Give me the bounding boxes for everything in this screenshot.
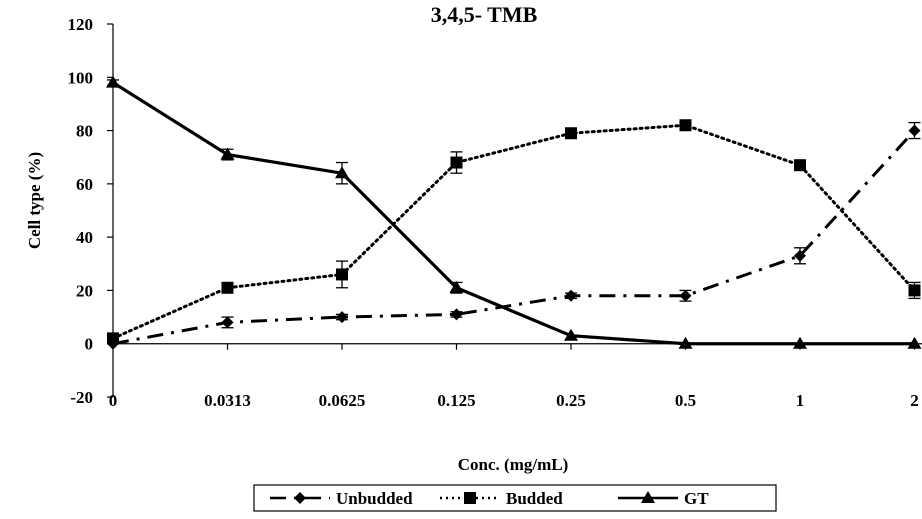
y-tick-label: 40 [76, 228, 93, 247]
budded-point [221, 281, 234, 294]
unbudded-point [336, 311, 348, 324]
unbudded-point [565, 289, 577, 302]
budded-point [908, 284, 921, 297]
budded-point [794, 159, 806, 172]
gt-point [678, 336, 693, 349]
unbudded-point [794, 249, 806, 262]
budded-point [679, 119, 692, 132]
x-tick-label: 0.5 [675, 391, 696, 410]
x-tick-label: 1 [796, 391, 805, 410]
y-tick-label: -20 [70, 388, 93, 407]
x-tick-label: 0.25 [556, 391, 586, 410]
legend-gt-label: GT [684, 489, 709, 508]
y-tick-label: 80 [76, 122, 93, 141]
gt-point [335, 166, 349, 179]
legend-box [253, 484, 777, 512]
y-tick-label: 120 [68, 15, 94, 34]
unbudded-point [221, 316, 234, 329]
y-tick-label: 60 [76, 175, 93, 194]
series-budded [107, 119, 921, 345]
y-tick-label: 20 [76, 281, 93, 300]
gt-point [564, 328, 578, 341]
budded-point [565, 127, 577, 140]
legend-budded-label: Budded [506, 489, 563, 508]
x-tick-label: 0.0313 [204, 391, 251, 410]
legend-unbudded-label: Unbudded [336, 489, 413, 508]
legend-gt-marker [641, 491, 655, 503]
budded-point [450, 156, 463, 169]
gt-point [106, 75, 120, 88]
x-axis-label: Conc. (mg/mL) [458, 455, 568, 474]
unbudded-line [112, 129, 916, 346]
x-tick-label: 0.125 [437, 391, 475, 410]
legend-unbudded-marker [294, 492, 306, 504]
unbudded-point [450, 308, 463, 321]
legend: Unbudded Budded GT [253, 484, 777, 512]
y-tick-label: 100 [68, 68, 94, 87]
x-tick-label: 0 [109, 391, 118, 410]
chart-title: 3,4,5- TMB [431, 2, 538, 27]
gt-point [793, 336, 807, 349]
unbudded-point [908, 124, 921, 137]
x-axis-ticks: 0 0.0313 0.0625 0.125 0.25 0.5 1 2 [109, 343, 919, 410]
y-axis-label: Cell type (%) [25, 152, 44, 249]
gt-point [907, 336, 922, 349]
legend-budded-marker [464, 492, 476, 504]
y-tick-label: 0 [85, 335, 94, 354]
series-gt [106, 75, 922, 349]
x-tick-label: 2 [910, 391, 919, 410]
gt-line [112, 81, 915, 346]
budded-point [336, 268, 348, 281]
y-axis-ticks: 120 100 80 60 40 20 0 -20 [68, 15, 113, 407]
x-tick-label: 0.0625 [319, 391, 366, 410]
budded-point [107, 332, 119, 345]
gt-point [449, 280, 464, 293]
budded-line [111, 123, 916, 340]
gt-point [220, 147, 235, 160]
series-layer [106, 75, 922, 350]
unbudded-point [679, 289, 692, 302]
